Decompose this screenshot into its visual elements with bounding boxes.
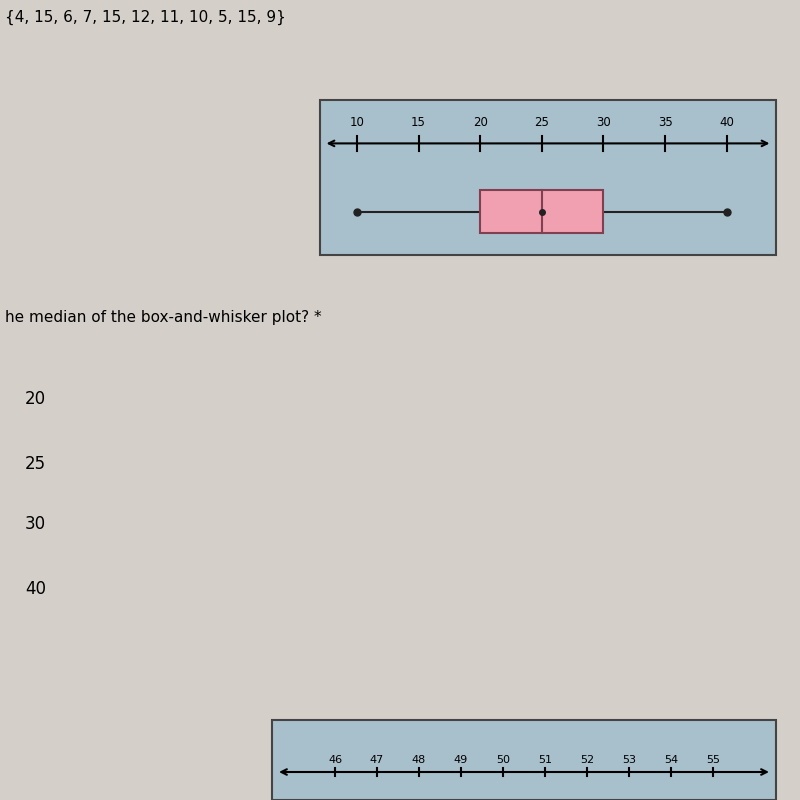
Text: 20: 20 xyxy=(25,390,46,408)
Text: 53: 53 xyxy=(622,755,636,765)
Text: 10: 10 xyxy=(350,117,365,130)
Text: 40: 40 xyxy=(719,117,734,130)
Text: 46: 46 xyxy=(328,755,342,765)
Text: he median of the box-and-whisker plot? *: he median of the box-and-whisker plot? * xyxy=(5,310,322,325)
Text: {4, 15, 6, 7, 15, 12, 11, 10, 5, 15, 9}: {4, 15, 6, 7, 15, 12, 11, 10, 5, 15, 9} xyxy=(5,10,286,26)
Text: 30: 30 xyxy=(596,117,611,130)
Text: 20: 20 xyxy=(473,117,488,130)
Text: 50: 50 xyxy=(496,755,510,765)
Text: 40: 40 xyxy=(25,580,46,598)
Bar xyxy=(320,100,776,255)
Text: 30: 30 xyxy=(25,515,46,533)
Text: 47: 47 xyxy=(370,755,384,765)
Text: 52: 52 xyxy=(580,755,594,765)
Bar xyxy=(272,720,776,800)
Text: 48: 48 xyxy=(412,755,426,765)
Bar xyxy=(480,190,603,234)
Text: 25: 25 xyxy=(25,455,46,473)
Text: 35: 35 xyxy=(658,117,673,130)
Text: 49: 49 xyxy=(454,755,468,765)
Text: 25: 25 xyxy=(534,117,550,130)
Text: 51: 51 xyxy=(538,755,552,765)
Text: 54: 54 xyxy=(664,755,678,765)
Text: 55: 55 xyxy=(706,755,720,765)
Text: 15: 15 xyxy=(411,117,426,130)
